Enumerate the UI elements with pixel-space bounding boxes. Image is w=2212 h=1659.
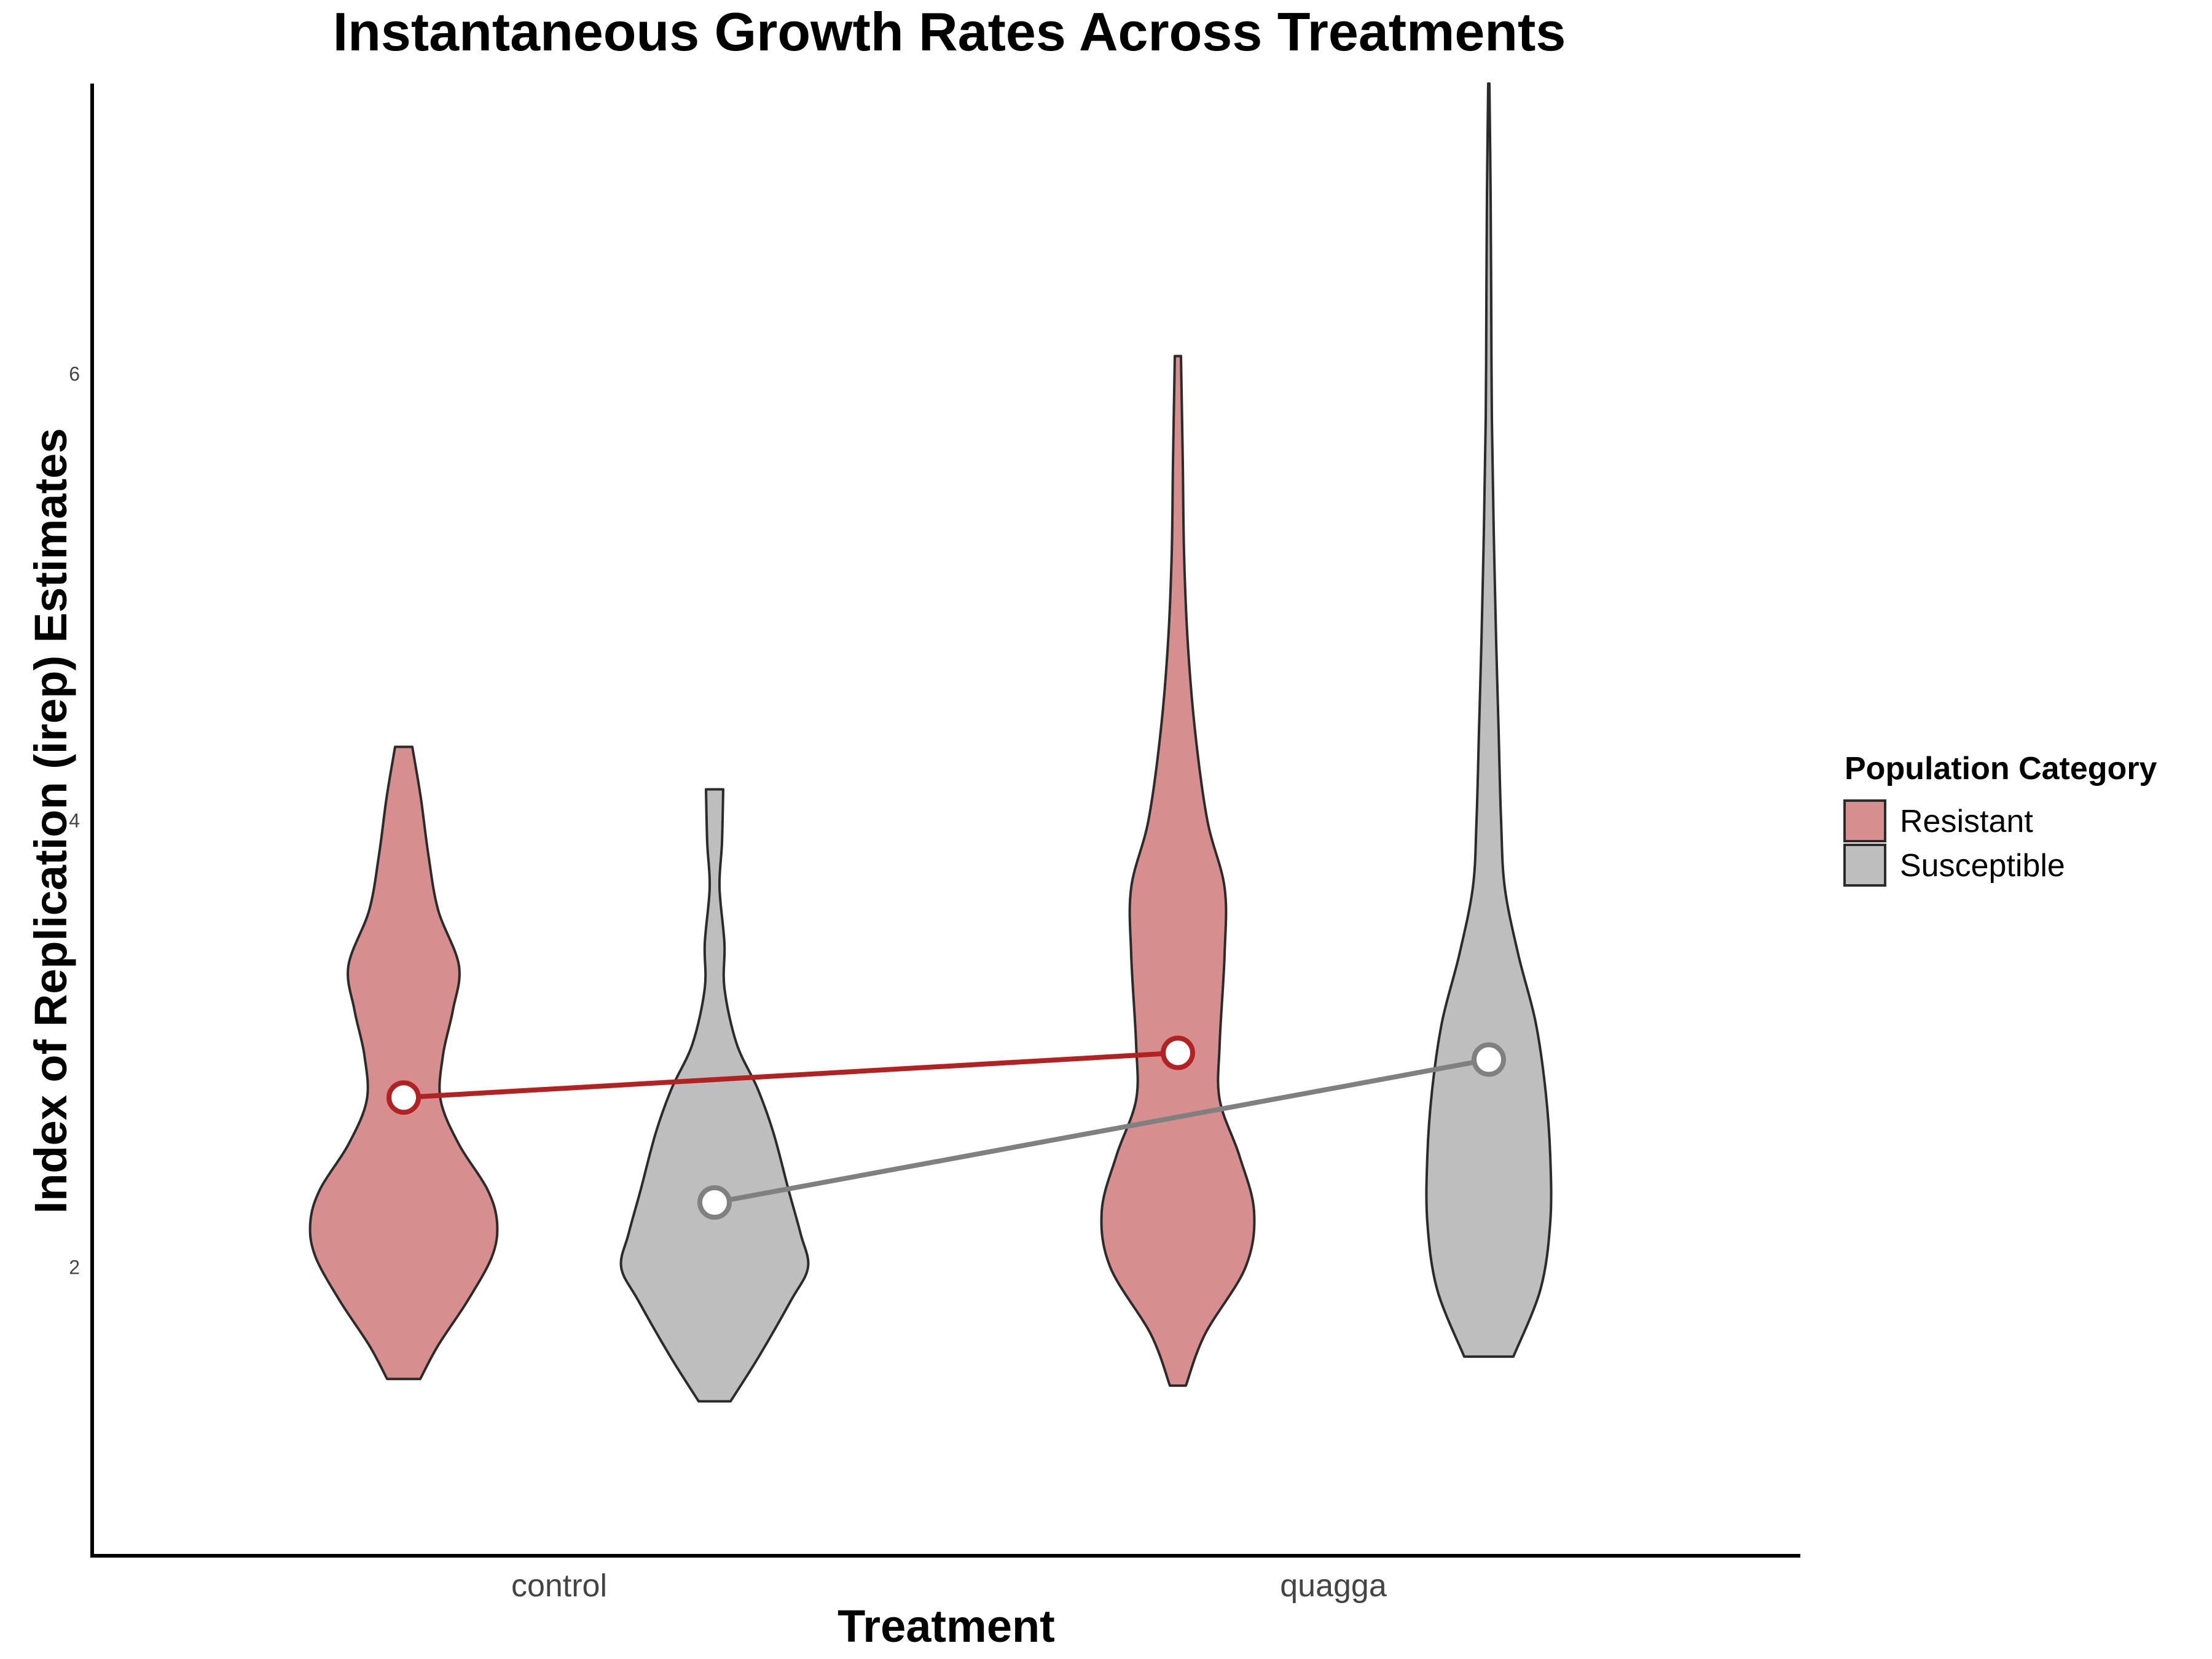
- mean-lines-layer: [386, 1035, 1506, 1220]
- violin-resistant-control: [308, 745, 499, 1381]
- legend-title: Population Category: [1845, 751, 2157, 786]
- x-axis-title: Treatment: [837, 1601, 1055, 1652]
- x-tick-label: quagga: [1280, 1568, 1387, 1604]
- y-tick-label: 6: [69, 363, 80, 385]
- y-ticks: 2 4 6: [69, 363, 80, 1279]
- mean-line-susceptible: [714, 1057, 1489, 1205]
- x-ticks: control quagga: [511, 1568, 1387, 1604]
- mean-line-resistant: [403, 1050, 1179, 1100]
- legend-label-resistant: Resistant: [1900, 804, 2033, 839]
- chart-title: Instantaneous Growth Rates Across Treatm…: [333, 1, 1566, 62]
- legend-swatch-susceptible: [1843, 844, 1886, 887]
- plot-area: 2 4 6 control quagga: [69, 82, 1800, 1604]
- legend: Population Category Resistant Susceptible: [1843, 751, 2157, 887]
- y-tick-label: 2: [69, 1256, 80, 1278]
- legend-swatch-resistant: [1843, 799, 1886, 842]
- violin-resistant-quagga: [1100, 355, 1256, 1387]
- y-tick-label: 4: [69, 810, 80, 832]
- mean-point-susceptible-control: [697, 1185, 732, 1220]
- x-tick-label: control: [511, 1568, 607, 1604]
- mean-point-resistant-control: [386, 1080, 421, 1115]
- violin-susceptible-quagga: [1425, 82, 1553, 1358]
- mean-point-resistant-quagga: [1161, 1035, 1195, 1070]
- legend-entries: Resistant Susceptible: [1843, 799, 2065, 887]
- legend-label-susceptible: Susceptible: [1900, 848, 2065, 884]
- violins-layer: [308, 82, 1553, 1403]
- y-axis-title: Index of Replication (irep) Estimates: [25, 428, 76, 1214]
- mean-point-susceptible-quagga: [1472, 1042, 1506, 1077]
- violin-susceptible-control: [619, 788, 810, 1403]
